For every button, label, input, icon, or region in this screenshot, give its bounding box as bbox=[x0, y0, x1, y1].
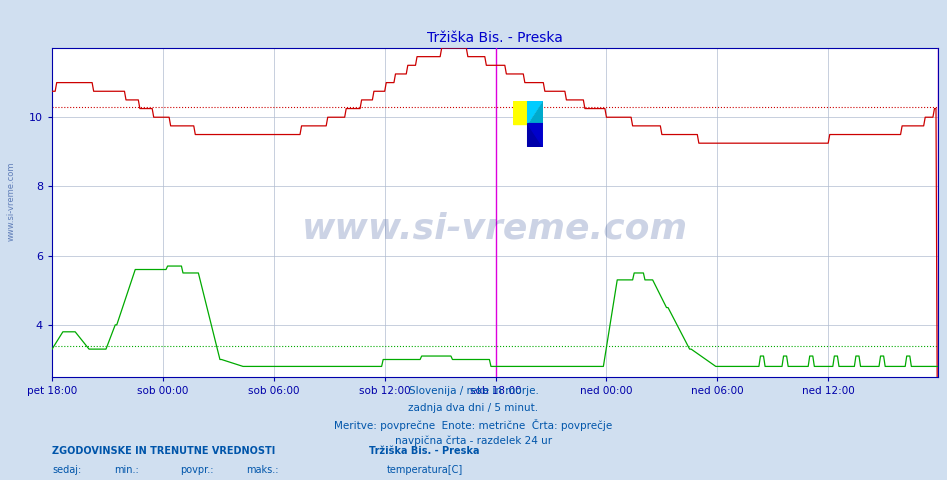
Text: Meritve: povprečne  Enote: metrične  Črta: povprečje: Meritve: povprečne Enote: metrične Črta:… bbox=[334, 419, 613, 431]
Text: www.si-vreme.com: www.si-vreme.com bbox=[7, 162, 16, 241]
Text: sedaj:: sedaj: bbox=[52, 465, 81, 475]
Text: ZGODOVINSKE IN TRENUTNE VREDNOSTI: ZGODOVINSKE IN TRENUTNE VREDNOSTI bbox=[52, 446, 276, 456]
Text: www.si-vreme.com: www.si-vreme.com bbox=[302, 212, 688, 246]
Text: povpr.:: povpr.: bbox=[180, 465, 213, 475]
Bar bbox=[512, 101, 527, 124]
Polygon shape bbox=[527, 101, 543, 124]
Polygon shape bbox=[527, 124, 543, 147]
Text: temperatura[C]: temperatura[C] bbox=[386, 465, 463, 475]
Polygon shape bbox=[527, 101, 543, 124]
Text: zadnja dva dni / 5 minut.: zadnja dva dni / 5 minut. bbox=[408, 403, 539, 413]
Title: Tržiška Bis. - Preska: Tržiška Bis. - Preska bbox=[427, 32, 563, 46]
Text: Slovenija / reke in morje.: Slovenija / reke in morje. bbox=[408, 386, 539, 396]
Text: min.:: min.: bbox=[114, 465, 138, 475]
Text: navpična črta - razdelek 24 ur: navpična črta - razdelek 24 ur bbox=[395, 435, 552, 446]
Text: Tržiška Bis. - Preska: Tržiška Bis. - Preska bbox=[369, 446, 480, 456]
Text: maks.:: maks.: bbox=[246, 465, 278, 475]
Polygon shape bbox=[527, 124, 543, 147]
